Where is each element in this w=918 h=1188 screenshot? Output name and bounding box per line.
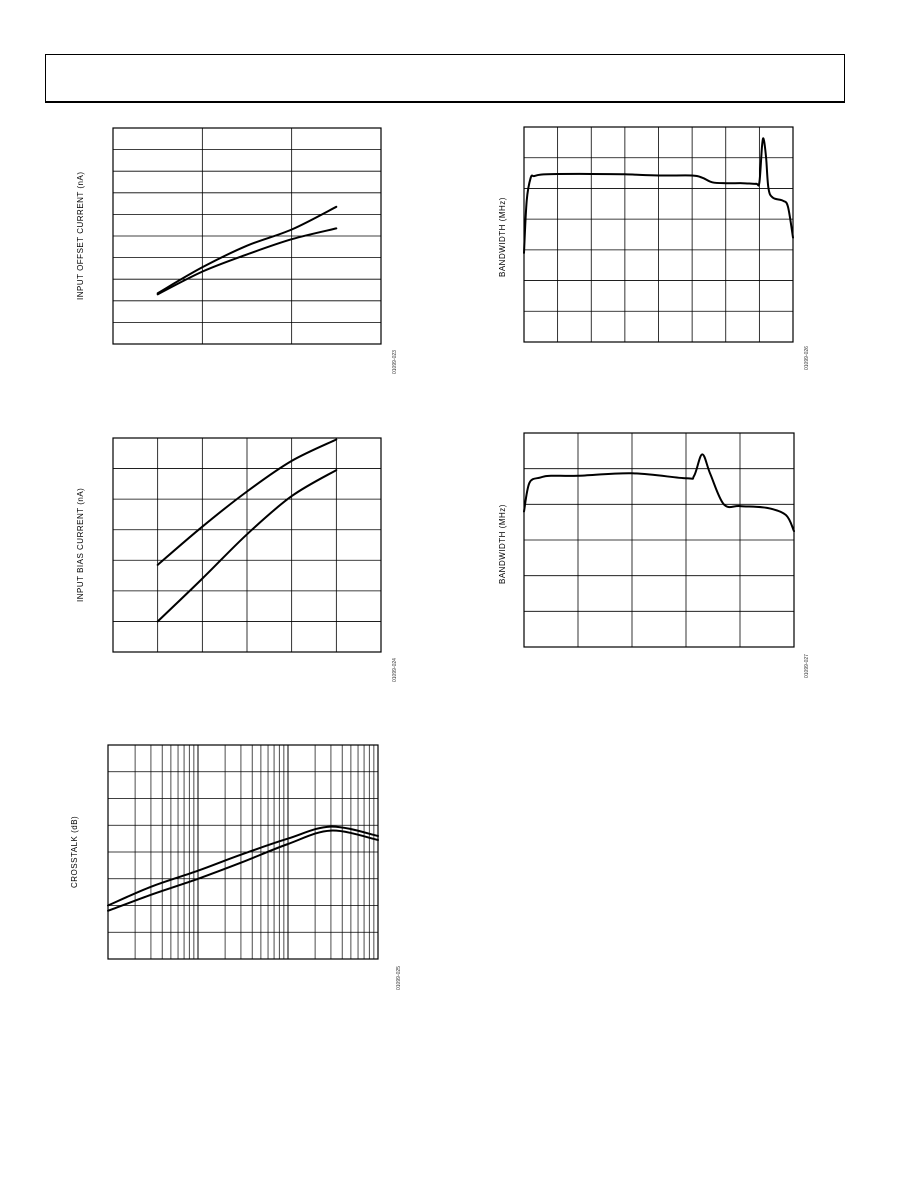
bandwidth-chart-1 bbox=[523, 126, 794, 343]
series-line-1 bbox=[156, 438, 338, 566]
figure-id-025: 01099-025 bbox=[396, 966, 402, 990]
bandwidth-2-ylabel: BANDWIDTH (MHz) bbox=[498, 504, 507, 584]
figure-id-027: 01099-027 bbox=[804, 654, 810, 678]
figure-id-024: 01099-024 bbox=[392, 658, 398, 682]
figure-id-023: 01099-023 bbox=[392, 350, 398, 374]
bandwidth-chart-2 bbox=[523, 432, 795, 648]
input-offset-current-chart bbox=[112, 127, 382, 345]
bandwidth-plot-1 bbox=[523, 126, 794, 343]
bandwidth-1-ylabel: BANDWIDTH (MHz) bbox=[498, 197, 507, 277]
plot-frame bbox=[112, 437, 382, 653]
page-header-box bbox=[45, 54, 845, 103]
series-line-2 bbox=[156, 227, 338, 296]
figure-id-026: 01099-026 bbox=[804, 346, 810, 370]
series-line-1 bbox=[107, 825, 379, 907]
crosstalk-plot bbox=[107, 744, 379, 960]
series-line-2 bbox=[107, 829, 379, 912]
crosstalk-chart bbox=[107, 744, 379, 960]
series-line-2 bbox=[156, 469, 338, 623]
input-offset-current-plot bbox=[112, 127, 382, 345]
plot-frame bbox=[107, 744, 379, 960]
input-bias-current-plot bbox=[112, 437, 382, 653]
plot-frame bbox=[523, 432, 795, 648]
series-line-1 bbox=[523, 137, 794, 254]
input-offset-current-ylabel: INPUT OFFSET CURRENT (nA) bbox=[76, 171, 85, 300]
series-line-1 bbox=[523, 453, 795, 533]
input-bias-current-ylabel: INPUT BIAS CURRENT (nA) bbox=[76, 487, 85, 602]
crosstalk-ylabel: CROSSTALK (dB) bbox=[70, 815, 79, 888]
input-bias-current-chart bbox=[112, 437, 382, 653]
plot-frame bbox=[112, 127, 382, 345]
series-line-1 bbox=[156, 205, 338, 295]
bandwidth-plot-2 bbox=[523, 432, 795, 648]
